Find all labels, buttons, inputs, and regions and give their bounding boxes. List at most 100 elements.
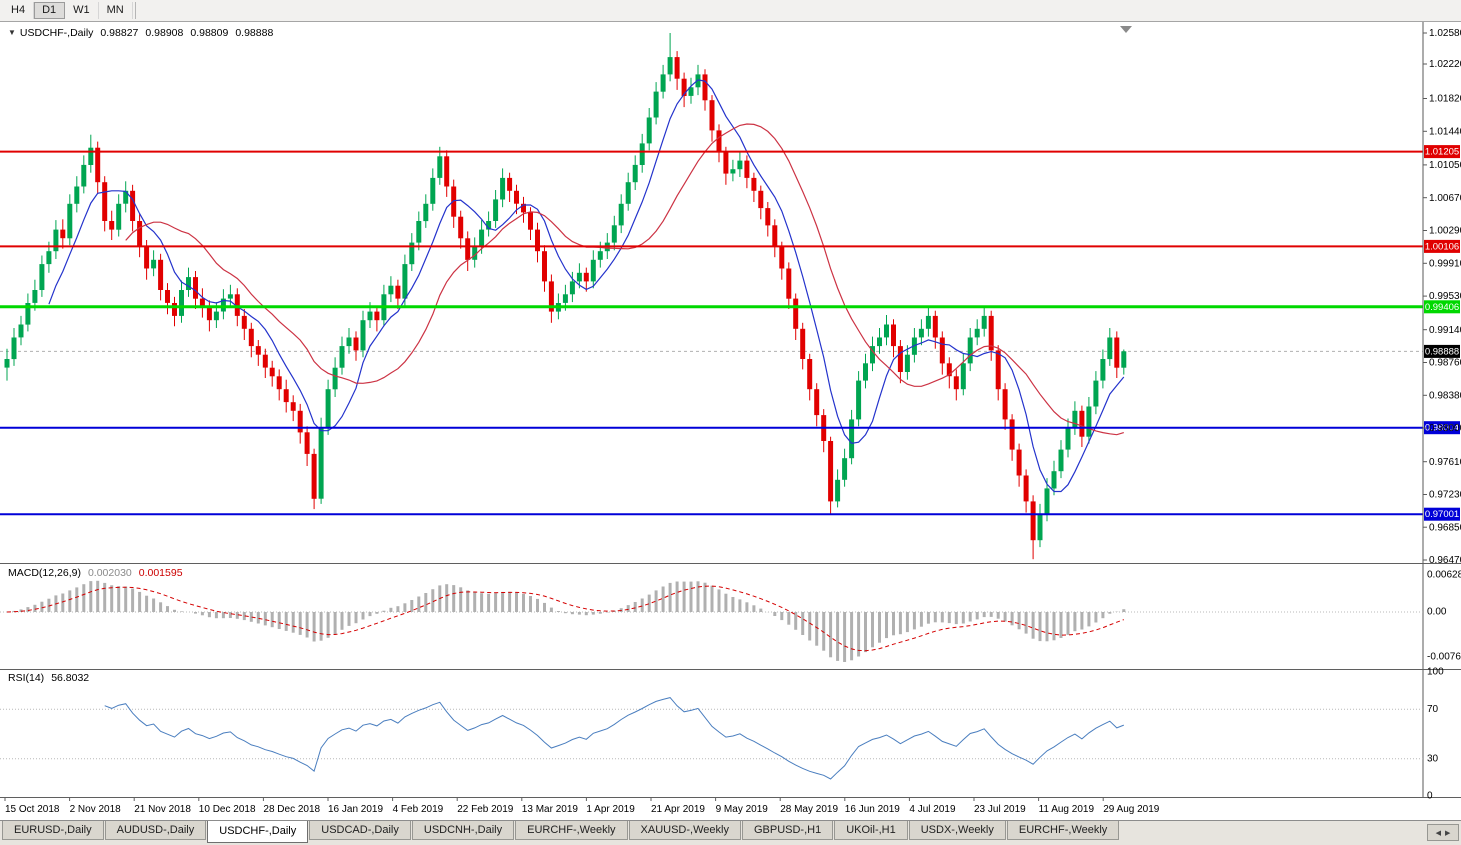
svg-text:1 Apr 2019: 1 Apr 2019 bbox=[586, 804, 635, 815]
tab-ukoil-h1[interactable]: UKOil-,H1 bbox=[834, 821, 908, 840]
svg-text:0: 0 bbox=[1427, 791, 1433, 802]
svg-text:4 Feb 2019: 4 Feb 2019 bbox=[393, 804, 444, 815]
timeframe-button-mn[interactable]: MN bbox=[99, 2, 133, 19]
rsi-panel: 100 70 30 0 bbox=[0, 667, 1444, 802]
tab-usdchf-daily[interactable]: USDCHF-,Daily bbox=[207, 821, 309, 843]
price-axis: 1.02580 1.02220 1.01820 1.01440 1.01050 1.006… bbox=[1422, 22, 1461, 798]
svg-text:-0.00762: -0.00762 bbox=[1427, 652, 1461, 663]
timeframe-toolbar: H4 D1 W1 MN bbox=[0, 0, 1461, 22]
hline-1.00106[interactable]: 1.00106 bbox=[0, 239, 1460, 253]
svg-text:1.01440: 1.01440 bbox=[1429, 126, 1461, 137]
rsi-value: 56.8032 bbox=[51, 672, 90, 684]
chart-canvas[interactable]: 1.01205 1.00106 0.99406 0.98004 0.97001 1.025… bbox=[0, 0, 1461, 820]
svg-text:11 Aug 2019: 11 Aug 2019 bbox=[1039, 804, 1095, 815]
tab-usdx-weekly[interactable]: USDX-,Weekly bbox=[908, 821, 1006, 840]
hline-0.98004[interactable]: 0.98004 bbox=[0, 421, 1460, 435]
chart-symbol: USDCHF-,Daily bbox=[19, 27, 94, 39]
svg-text:10 Dec 2018: 10 Dec 2018 bbox=[199, 804, 256, 815]
time-axis: 15 Oct 2018 2 Nov 2018 21 Nov 2018 10 Dec 2… bbox=[4, 797, 1160, 815]
svg-text:30: 30 bbox=[1427, 753, 1439, 764]
tab-scroll: ◀ ▶ bbox=[1427, 824, 1459, 841]
svg-text:23 Jul 2019: 23 Jul 2019 bbox=[974, 804, 1026, 815]
svg-text:1.00670: 1.00670 bbox=[1429, 193, 1461, 204]
svg-text:1.01205: 1.01205 bbox=[1425, 147, 1459, 158]
hline-1.01205[interactable]: 1.01205 bbox=[0, 145, 1460, 159]
ohlc-open: 0.98827 bbox=[100, 27, 139, 39]
toolbar-divider bbox=[134, 2, 136, 19]
svg-text:100: 100 bbox=[1427, 667, 1444, 678]
svg-text:16 Jan 2019: 16 Jan 2019 bbox=[328, 804, 383, 815]
svg-text:13 Mar 2019: 13 Mar 2019 bbox=[522, 804, 579, 815]
macd-signal-value: 0.001595 bbox=[138, 567, 183, 579]
current-price-label: 0.98888 bbox=[1424, 344, 1460, 358]
chart-title: ▼ USDCHF-,Daily 0.98827 0.98908 0.98809 0.988… bbox=[8, 27, 273, 39]
tab-scroll-right-icon[interactable]: ▶ bbox=[1445, 829, 1451, 837]
tab-gbpusd-h1[interactable]: GBPUSD-,H1 bbox=[741, 821, 834, 840]
tab-usdcad-daily[interactable]: USDCAD-,Daily bbox=[309, 821, 411, 840]
svg-text:0.98888: 0.98888 bbox=[1425, 346, 1459, 357]
hline-0.99406[interactable]: 0.99406 bbox=[0, 300, 1460, 314]
rsi-label: RSI(14) bbox=[8, 672, 45, 684]
tab-bar: EURUSD-,Daily AUDUSD-,Daily USDCHF-,Daily U… bbox=[0, 820, 1461, 845]
tab-eurusd-daily[interactable]: EURUSD-,Daily bbox=[2, 821, 104, 840]
hline-0.97001[interactable]: 0.97001 bbox=[0, 507, 1460, 521]
macd-main-value: 0.002030 bbox=[87, 567, 132, 579]
chevron-down-icon[interactable]: ▼ bbox=[8, 28, 16, 37]
svg-text:2 Nov 2018: 2 Nov 2018 bbox=[70, 804, 122, 815]
rsi-title: RSI(14) 56.8032 bbox=[8, 672, 89, 684]
ma-slow-line bbox=[125, 123, 1124, 436]
svg-text:28 Dec 2018: 28 Dec 2018 bbox=[263, 804, 320, 815]
tab-eurchf-weekly[interactable]: EURCHF-,Weekly bbox=[515, 821, 628, 840]
tab-eurchf-weekly[interactable]: EURCHF-,Weekly bbox=[1006, 821, 1120, 840]
timeframe-button-d1[interactable]: D1 bbox=[34, 2, 66, 19]
svg-text:1.02220: 1.02220 bbox=[1429, 59, 1461, 70]
chart-svg[interactable]: 1.012051.001060.994060.980040.970011.025… bbox=[0, 0, 1461, 820]
rsi-line bbox=[104, 697, 1124, 780]
svg-text:0.006286: 0.006286 bbox=[1427, 570, 1461, 581]
svg-text:0.98004: 0.98004 bbox=[1425, 423, 1459, 434]
tab-xauusd-weekly[interactable]: XAUUSD-,Weekly bbox=[628, 821, 741, 840]
timeframe-button-h4[interactable]: H4 bbox=[3, 2, 35, 19]
svg-text:21 Apr 2019: 21 Apr 2019 bbox=[651, 804, 705, 815]
svg-text:22 Feb 2019: 22 Feb 2019 bbox=[457, 804, 514, 815]
ohlc-high: 0.98908 bbox=[145, 27, 184, 39]
tab-scroll-left-icon[interactable]: ◀ bbox=[1435, 829, 1441, 837]
svg-text:1.01050: 1.01050 bbox=[1429, 160, 1461, 171]
svg-text:28 May 2019: 28 May 2019 bbox=[780, 804, 838, 815]
svg-text:1.01820: 1.01820 bbox=[1429, 94, 1461, 105]
candles-layer bbox=[4, 33, 1127, 560]
ohlc-close: 0.98888 bbox=[235, 27, 274, 39]
svg-text:21 Nov 2018: 21 Nov 2018 bbox=[134, 804, 191, 815]
tab-audusd-daily[interactable]: AUDUSD-,Daily bbox=[104, 821, 207, 840]
svg-text:70: 70 bbox=[1427, 704, 1439, 715]
svg-text:16 Jun 2019: 16 Jun 2019 bbox=[845, 804, 900, 815]
ma-fast-line bbox=[48, 79, 1125, 493]
macd-title: MACD(12,26,9) 0.002030 0.001595 bbox=[8, 567, 183, 579]
svg-text:4 Jul 2019: 4 Jul 2019 bbox=[909, 804, 956, 815]
svg-text:1.02580: 1.02580 bbox=[1429, 28, 1461, 39]
macd-label: MACD(12,26,9) bbox=[8, 567, 81, 579]
svg-text:1.00106: 1.00106 bbox=[1425, 241, 1459, 252]
chart-shift-marker[interactable] bbox=[1120, 26, 1132, 33]
moving-averages bbox=[48, 79, 1125, 493]
svg-text:15 Oct 2018: 15 Oct 2018 bbox=[5, 804, 60, 815]
timeframe-button-w1[interactable]: W1 bbox=[65, 2, 99, 19]
tab-usdcnh-daily[interactable]: USDCNH-,Daily bbox=[411, 821, 515, 840]
macd-signal-line bbox=[6, 585, 1124, 652]
svg-text:29 Aug 2019: 29 Aug 2019 bbox=[1103, 804, 1160, 815]
svg-text:0.97001: 0.97001 bbox=[1425, 509, 1459, 520]
svg-text:9 May 2019: 9 May 2019 bbox=[716, 804, 769, 815]
macd-panel: 0.006286 0.00 -0.00762 bbox=[0, 570, 1461, 663]
svg-text:0.00: 0.00 bbox=[1427, 607, 1447, 618]
